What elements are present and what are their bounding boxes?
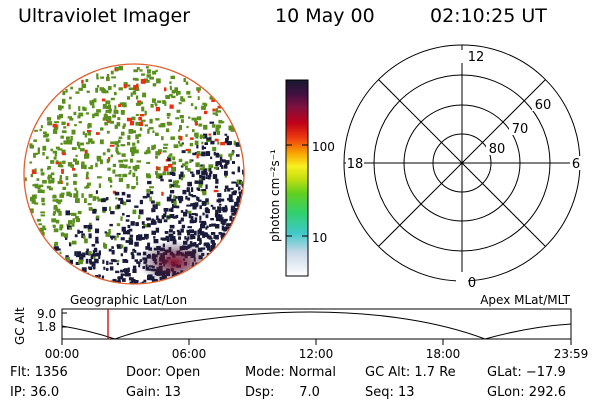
colorbar-unit-label: photon cm⁻²s⁻¹ bbox=[268, 149, 282, 242]
lat-label-60: 60 bbox=[535, 98, 552, 113]
y-tick: 9.0 bbox=[37, 307, 56, 321]
colorbar-tick: 10 bbox=[312, 231, 327, 245]
apex-label: Apex MLat/MLT bbox=[480, 293, 570, 307]
flight-number: Flt: 1356 bbox=[10, 365, 68, 380]
y-axis-label: GC Alt bbox=[13, 307, 27, 345]
mode-value: Mode: Normal bbox=[245, 365, 336, 380]
y-tick: 1.8 bbox=[37, 320, 56, 334]
uv-image-disk bbox=[23, 63, 245, 285]
gc-alt-value: GC Alt: 1.7 Re bbox=[365, 365, 456, 380]
time-label: 02:10:25 UT bbox=[430, 5, 547, 27]
mlt-label-6: 6 bbox=[572, 157, 580, 172]
glon-value: GLon: 292.6 bbox=[487, 385, 567, 400]
x-tick: 23:59 bbox=[554, 347, 589, 361]
colorbar-tick: 100 bbox=[312, 140, 335, 154]
door-status: Door: Open bbox=[126, 365, 201, 380]
altitude-timeline bbox=[61, 308, 572, 345]
gain-value: Gain: 13 bbox=[126, 385, 181, 400]
date-label: 10 May 00 bbox=[275, 5, 375, 27]
geographic-label: Geographic Lat/Lon bbox=[70, 293, 187, 307]
mlt-label-0: 0 bbox=[468, 276, 476, 291]
x-tick: 18:00 bbox=[426, 347, 461, 361]
mlt-label-12: 12 bbox=[468, 50, 485, 65]
glat-value: GLat: −17.9 bbox=[487, 365, 566, 380]
lat-label-80: 80 bbox=[489, 142, 506, 157]
x-tick: 06:00 bbox=[172, 347, 207, 361]
color-scale-bar: 100 10 photon cm⁻²s⁻¹ bbox=[268, 79, 335, 277]
x-tick: 12:00 bbox=[299, 347, 334, 361]
dsp-value: Dsp: 7.0 bbox=[245, 385, 320, 400]
lat-label-70: 70 bbox=[512, 122, 529, 137]
mlt-label-18: 18 bbox=[347, 157, 364, 172]
x-tick: 00:00 bbox=[45, 347, 80, 361]
instrument-title: Ultraviolet Imager bbox=[18, 5, 191, 27]
seq-value: Seq: 13 bbox=[365, 385, 415, 400]
ip-value: IP: 36.0 bbox=[10, 385, 60, 400]
polar-grid bbox=[343, 44, 581, 282]
